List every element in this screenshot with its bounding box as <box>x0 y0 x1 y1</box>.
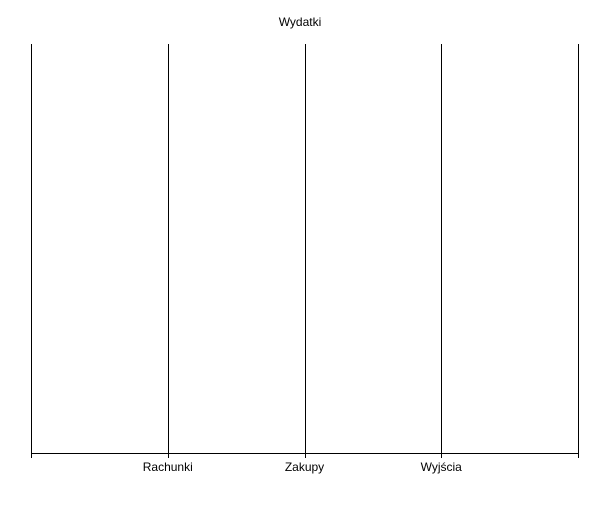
x-tick-label: Rachunki <box>143 460 193 474</box>
chart-title: Wydatki <box>279 15 322 29</box>
x-tick-label: Zakupy <box>285 460 324 474</box>
x-axis <box>31 453 579 458</box>
x-tick-label: Wyjścia <box>421 460 463 474</box>
x-tick-labels: Rachunki Zakupy Wyjścia <box>143 460 462 474</box>
vertical-gridlines <box>31 44 579 453</box>
